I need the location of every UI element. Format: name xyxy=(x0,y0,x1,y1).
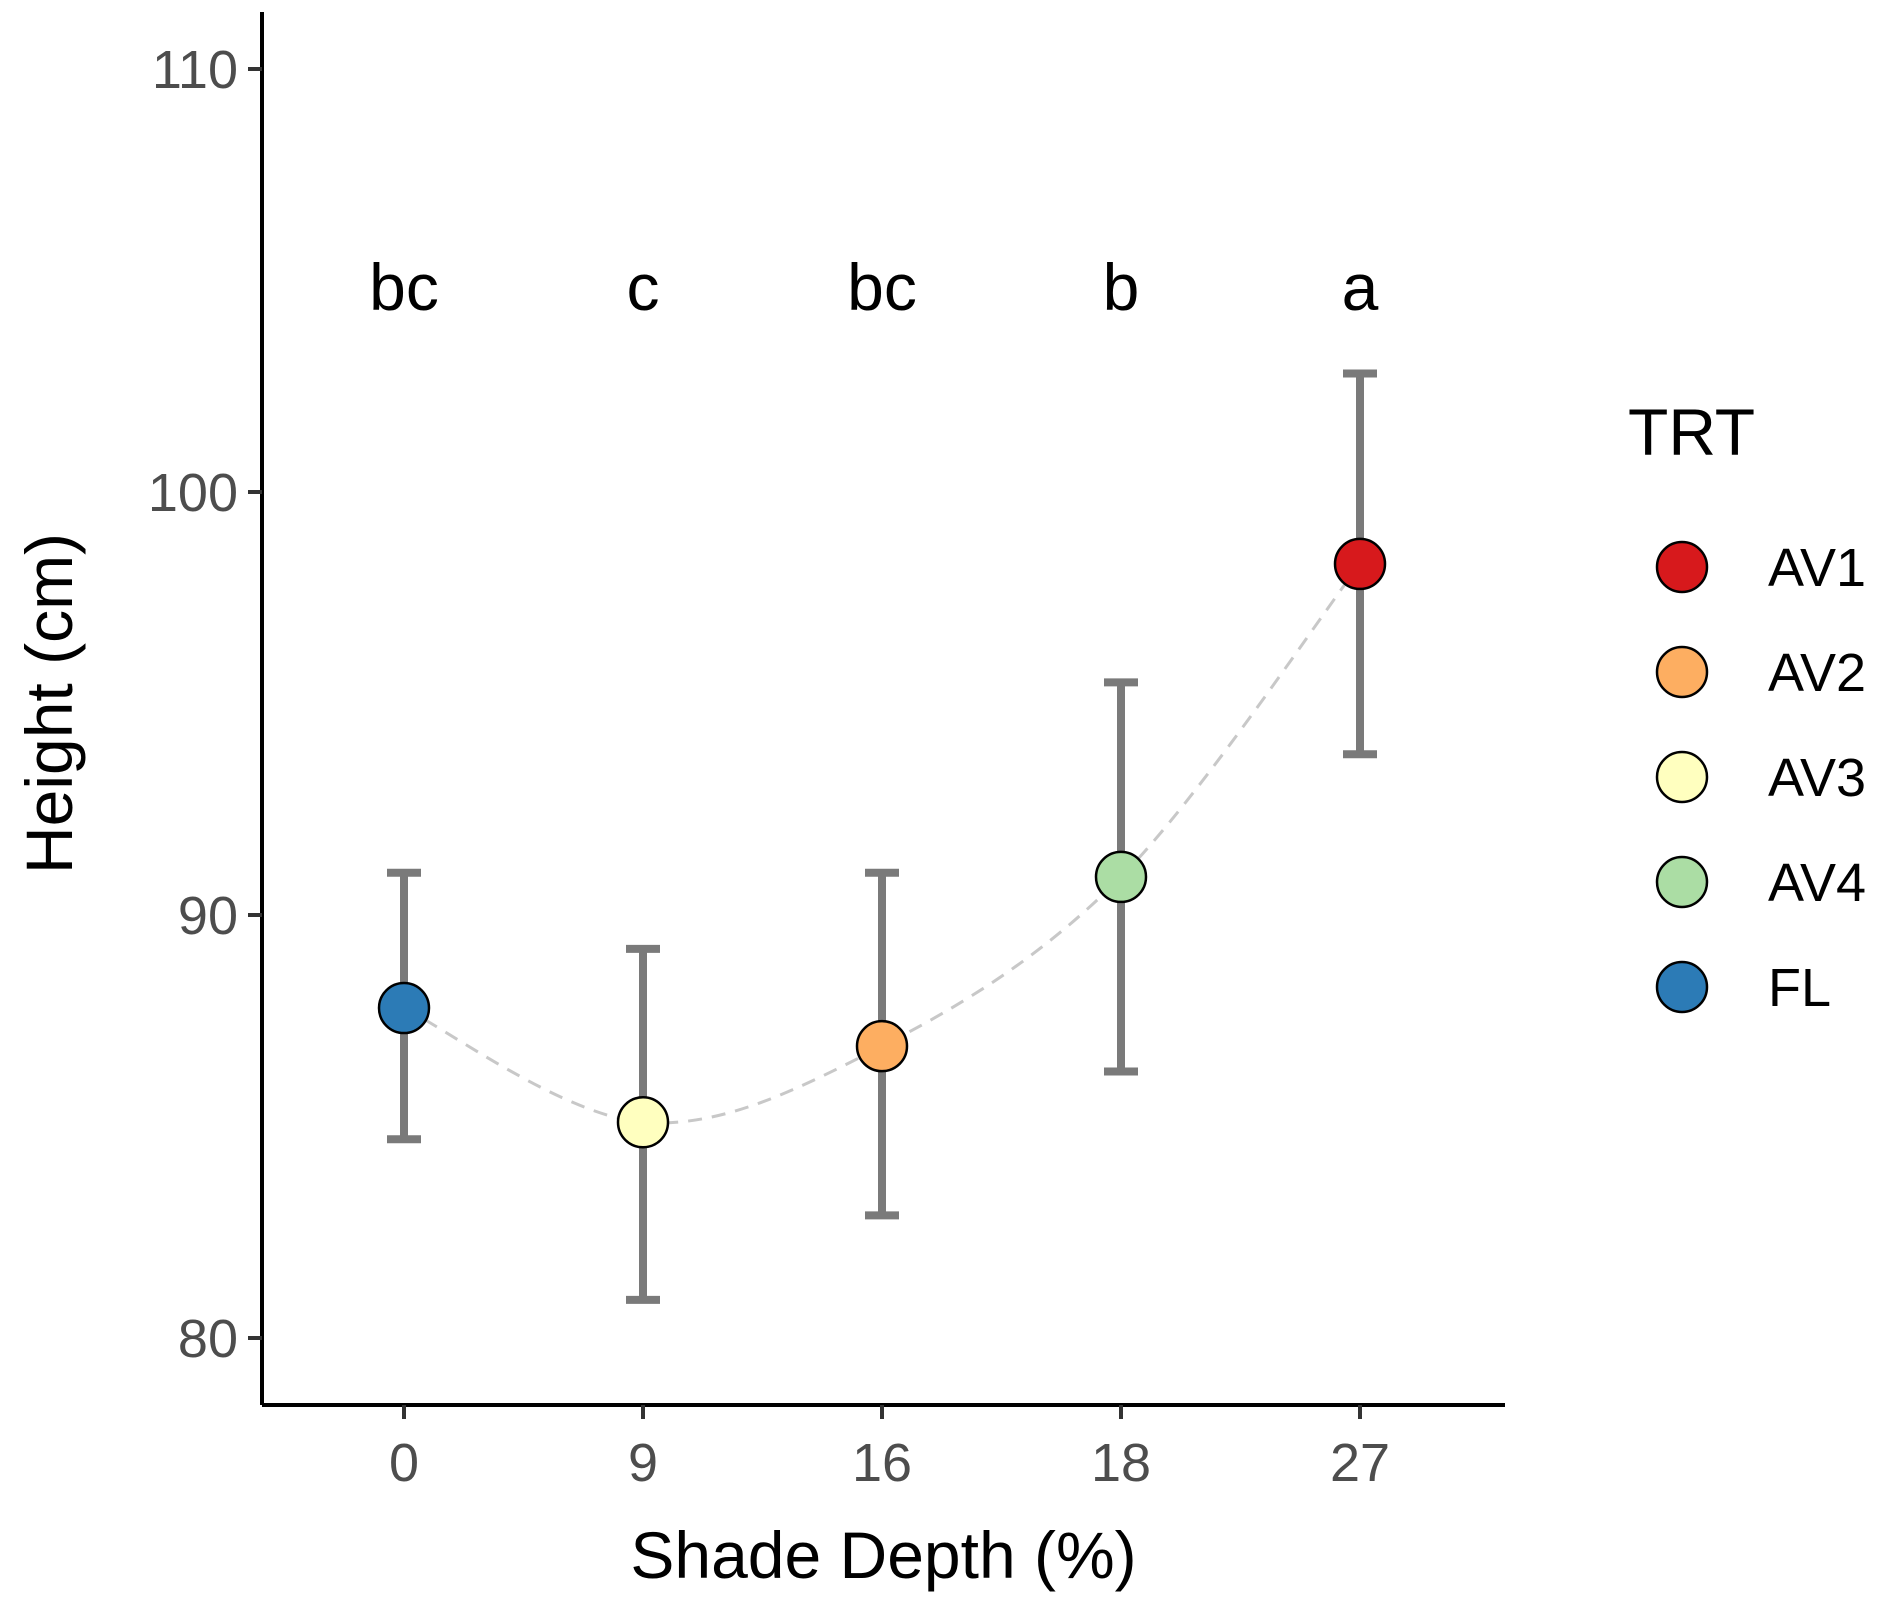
significance-letter: a xyxy=(1342,250,1379,324)
data-point-av2 xyxy=(855,1019,909,1073)
data-point-av1 xyxy=(1333,537,1387,591)
x-tick-label: 16 xyxy=(852,1433,912,1493)
legend-entry: FL xyxy=(1655,958,1831,1018)
significance-letter: bc xyxy=(847,250,917,324)
legend-key-av2 xyxy=(1655,645,1709,699)
y-tick-label: 100 xyxy=(148,463,238,523)
legend: TRT AV1 AV2 AV3 AV4 FL xyxy=(1628,395,1866,1018)
data-point-fl xyxy=(377,981,431,1035)
legend-entry: AV2 xyxy=(1655,643,1866,703)
legend-key-fl xyxy=(1655,960,1709,1014)
x-tick-label: 0 xyxy=(389,1433,419,1493)
significance-letter: b xyxy=(1103,250,1140,324)
legend-label: AV4 xyxy=(1768,853,1866,913)
error-bars xyxy=(387,369,1377,1304)
legend-label: AV3 xyxy=(1768,748,1866,808)
data-point-av3 xyxy=(616,1096,670,1149)
x-ticks: 0 9 16 18 27 xyxy=(389,1405,1390,1493)
y-tick-label: 110 xyxy=(152,40,238,100)
legend-entry: AV3 xyxy=(1655,748,1866,808)
legend-label: AV1 xyxy=(1768,538,1866,598)
significance-letter: bc xyxy=(369,250,439,324)
x-tick-label: 27 xyxy=(1330,1433,1390,1493)
legend-entries: AV1 AV2 AV3 AV4 FL xyxy=(1655,538,1866,1018)
y-axis-title: Height (cm) xyxy=(12,533,86,874)
legend-title: TRT xyxy=(1628,395,1755,469)
significance-letter: c xyxy=(627,250,660,324)
y-tick-label: 80 xyxy=(178,1309,238,1369)
legend-entry: AV1 xyxy=(1655,538,1866,598)
significance-letters: bc c bc b a xyxy=(369,250,1379,324)
data-point-av4 xyxy=(1094,850,1148,904)
legend-key-av3 xyxy=(1655,750,1709,804)
y-tick-label: 90 xyxy=(178,886,238,946)
y-ticks: 80 90 100 110 xyxy=(148,40,262,1369)
x-tick-label: 18 xyxy=(1091,1433,1151,1493)
legend-label: FL xyxy=(1768,958,1831,1018)
legend-entry: AV4 xyxy=(1655,853,1866,913)
x-tick-label: 9 xyxy=(628,1433,658,1493)
legend-label: AV2 xyxy=(1768,643,1866,703)
legend-key-av4 xyxy=(1655,855,1709,909)
x-axis-title: Shade Depth (%) xyxy=(630,1518,1136,1592)
data-points xyxy=(377,537,1387,1149)
legend-key-av1 xyxy=(1655,540,1709,594)
